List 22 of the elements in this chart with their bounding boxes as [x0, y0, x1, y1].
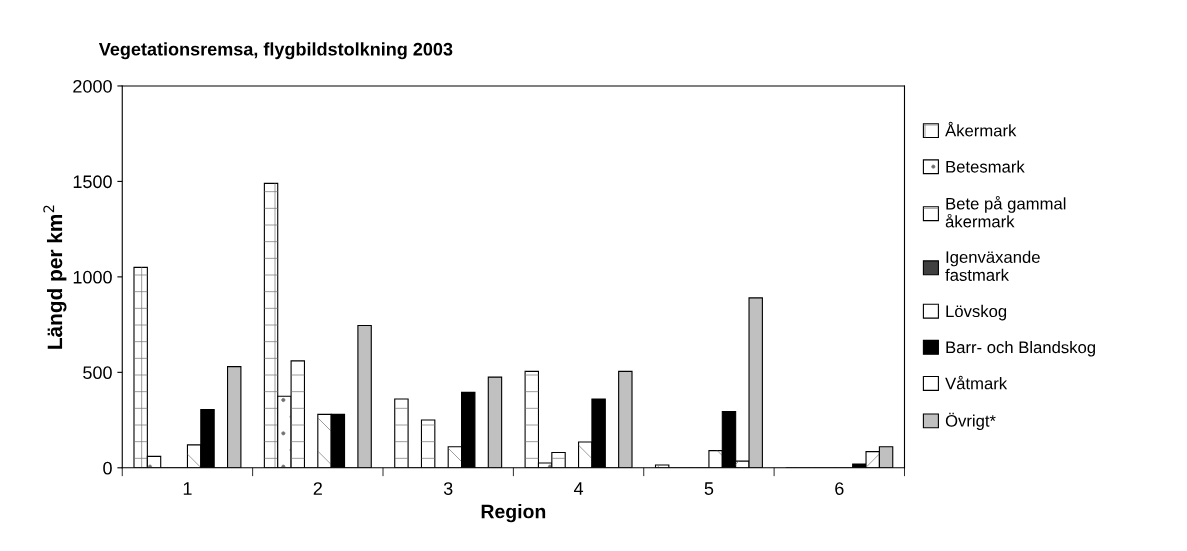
legend-label: Bete på gammal åkermark	[945, 195, 1066, 228]
x-tick-label: 2	[313, 482, 322, 495]
y-tick-label: 1500	[73, 175, 112, 189]
y-tick-label: 500	[83, 366, 112, 380]
legend-label: Lövskog	[946, 304, 1007, 321]
legend-label: Barr- och Blandskog	[946, 340, 1095, 357]
legend-label: Övrigt*	[945, 412, 996, 431]
legend-label: Våtmark	[945, 375, 1008, 390]
chart-title: Vegetationsremsa, flygbildstolkning 2003	[98, 42, 453, 60]
legend-label: Åkermark	[945, 121, 1017, 137]
x-axis-title: Region	[481, 504, 546, 523]
legend-label: Igenväxande fastmark	[945, 250, 1040, 281]
x-tick-label: 6	[835, 482, 844, 495]
y-tick-label: 0	[103, 461, 112, 475]
y-tick-label: 1000	[73, 270, 112, 284]
y-tick-label: 2000	[73, 79, 112, 93]
legend-label: Betesmark	[946, 160, 1025, 173]
x-tick-label: 5	[704, 482, 714, 495]
x-tick-label: 1	[183, 482, 192, 495]
x-tick-label: 4	[573, 482, 584, 495]
y-axis-title: Längd per km$^{2}$	[43, 205, 67, 349]
x-tick-label: 3	[443, 482, 453, 495]
